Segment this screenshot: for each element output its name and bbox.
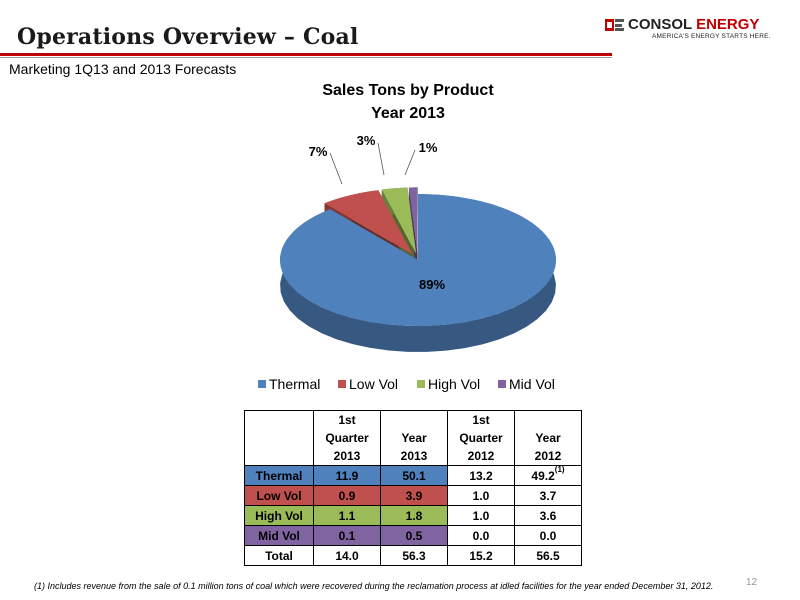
pie-chart: Sales Tons by Product Year 2013 89% 7% 3% 1… — [258, 82, 556, 392]
table-header-q1-2013: 1st Quarter 2013 — [313, 410, 381, 466]
pie-label-high-vol: 3% — [357, 133, 376, 148]
table-cell-value: 56.5 — [536, 548, 560, 563]
table-cell-value: 1.8 — [405, 508, 423, 523]
table-cell: 50.1 — [380, 465, 448, 486]
table-cell-value: 15.2 — [469, 548, 493, 563]
chart-title-line2: Year 2013 — [371, 105, 445, 122]
table-row: Total 14.0 56.3 15.2 56.5 — [244, 545, 582, 566]
legend-swatch-thermal — [258, 380, 266, 388]
page-number: 12 — [746, 577, 758, 588]
table-row-label: Mid Vol — [244, 525, 314, 546]
legend-swatch-low-vol — [338, 380, 346, 388]
table-cell: 56.5 — [514, 545, 582, 566]
table-row-label: High Vol — [244, 505, 314, 526]
table-cell: 0.1 — [313, 525, 381, 546]
pie-label-mid-vol: 1% — [419, 140, 438, 155]
pie-slices — [280, 187, 556, 352]
logo-tagline: AMERICA'S ENERGY STARTS HERE. — [652, 33, 771, 40]
table-header-blank — [245, 411, 314, 466]
table-cell-value: 3.6 — [539, 508, 557, 523]
pie-slice-low-vol — [324, 190, 413, 255]
table-cell: 13.2 — [447, 465, 515, 486]
pie-data-labels: 89% 7% 3% 1% — [309, 133, 446, 292]
table-cell-value: 1.0 — [472, 508, 490, 523]
table-cell: 0.9 — [313, 485, 381, 506]
table-cell-value: 13.2 — [469, 468, 493, 483]
table-cell: 49.2(1) — [514, 464, 582, 486]
title-rule-red — [0, 53, 612, 56]
table-cell-value: 0.9 — [338, 488, 356, 503]
table-cell-value: 0.5 — [405, 528, 423, 543]
table-row: Mid Vol 0.1 0.5 0.0 0.0 — [244, 525, 582, 546]
legend-label-high-vol: High Vol — [428, 376, 480, 392]
logo-mark-icon — [605, 19, 624, 31]
logo-name-part1: CONSOL — [628, 16, 692, 33]
table-cell: 1.1 — [313, 505, 381, 526]
table-header-year-2012: Year 2012 — [514, 410, 582, 466]
pie-slice-mid-vol — [408, 187, 418, 254]
pie-slice-high-vol — [381, 187, 417, 254]
logo-name-part2: ENERGY — [696, 16, 760, 33]
table-cell: 14.0 — [313, 545, 381, 566]
page-title: Operations Overview – Coal — [17, 24, 359, 50]
legend-label-mid-vol: Mid Vol — [509, 376, 555, 392]
table-cell-value: 3.7 — [539, 488, 557, 503]
legend-swatch-mid-vol — [498, 380, 506, 388]
table-cell-value: 14.0 — [335, 548, 359, 563]
table-cell-value: 1.0 — [472, 488, 490, 503]
table-cell-value: 11.9 — [335, 468, 359, 483]
table-row: Thermal 11.9 50.1 13.2 49.2(1) — [244, 464, 582, 486]
table-cell: 56.3 — [380, 545, 448, 566]
table-cell: 0.5 — [380, 525, 448, 546]
table-cell-value: 1.1 — [338, 508, 356, 523]
pie-leader-line — [377, 142, 385, 176]
pie-label-thermal: 89% — [419, 277, 445, 292]
table-cell-value: 50.1 — [402, 468, 426, 483]
table-row-label: Thermal — [244, 465, 314, 486]
table-header-row: 1st Quarter 2013 Year 2013 1st Quarter 2… — [244, 410, 582, 466]
table-cell: 1.0 — [447, 505, 515, 526]
chart-legend: Thermal Low Vol High Vol Mid Vol — [258, 376, 555, 392]
table-cell-value: 49.2 — [531, 468, 555, 483]
table-cell-value: 0.1 — [338, 528, 356, 543]
table-cell: 3.6 — [514, 505, 582, 526]
table-body: Thermal 11.9 50.1 13.2 49.2(1) Low Vol 0.9 3.9 1… — [244, 464, 582, 566]
table-cell-value: 56.3 — [402, 548, 426, 563]
title-rule-gray — [0, 57, 612, 58]
table-row-label: Low Vol — [244, 485, 314, 506]
page-subtitle: Marketing 1Q13 and 2013 Forecasts — [9, 61, 237, 77]
table-header-year-2013: Year 2013 — [380, 410, 448, 466]
legend-label-low-vol: Low Vol — [349, 376, 398, 392]
table-cell: 3.7 — [514, 485, 582, 506]
table-row: Low Vol 0.9 3.9 1.0 3.7 — [244, 485, 582, 506]
table-cell: 0.0 — [514, 525, 582, 546]
table-cell: 15.2 — [447, 545, 515, 566]
logo-wordmark: CONSOL ENERGY — [628, 16, 759, 33]
table-cell-value: 0.0 — [472, 528, 490, 543]
pie-leader-line — [404, 149, 416, 176]
chart-title-line1: Sales Tons by Product — [322, 82, 494, 99]
table-cell: 3.9 — [380, 485, 448, 506]
legend-swatch-high-vol — [417, 380, 425, 388]
table-header-q1-2012: 1st Quarter 2012 — [447, 410, 515, 466]
sales-table: 1st Quarter 2013 Year 2013 1st Quarter 2… — [244, 410, 582, 566]
pie-leader-line — [329, 152, 343, 185]
table-cell-value: 0.0 — [539, 528, 557, 543]
table-cell: 11.9 — [313, 465, 381, 486]
table-cell-value: 3.9 — [405, 488, 423, 503]
table-cell: 0.0 — [447, 525, 515, 546]
company-logo: CONSOL ENERGY AMERICA'S ENERGY STARTS HE… — [604, 16, 794, 46]
pie-label-low-vol: 7% — [309, 144, 328, 159]
footnote-marker: (1) — [554, 464, 565, 474]
footnote: (1) Includes revenue from the sale of 0.… — [34, 581, 714, 591]
table-row: High Vol 1.1 1.8 1.0 3.6 — [244, 505, 582, 526]
table-cell: 1.8 — [380, 505, 448, 526]
legend-label-thermal: Thermal — [269, 376, 320, 392]
table-cell: 1.0 — [447, 485, 515, 506]
table-row-label: Total — [244, 545, 314, 566]
pie-slice-thermal — [280, 194, 556, 326]
